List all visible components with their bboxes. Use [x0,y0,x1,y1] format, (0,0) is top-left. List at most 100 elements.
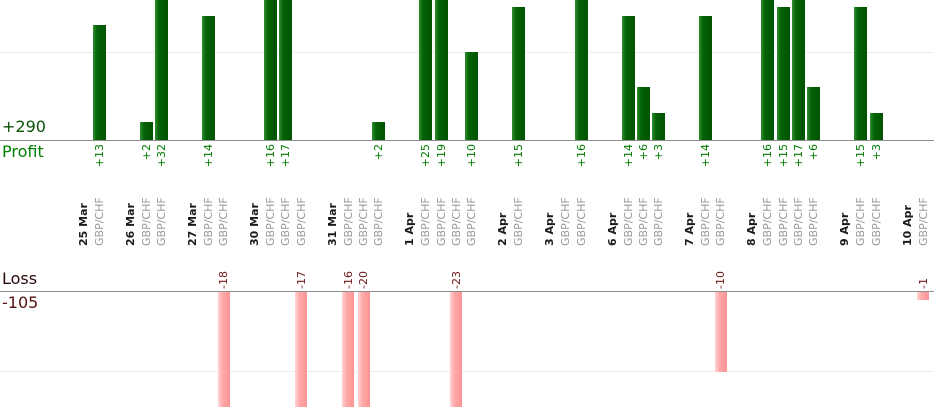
profit-value-label: +16 [264,144,278,168]
loss-baseline [0,291,934,292]
profit-bar [264,0,278,140]
loss-value-label: -23 [449,271,463,289]
date-label: 26 Mar [123,203,137,246]
loss-bar [714,292,727,372]
symbol-label: GBP/CHF [916,197,930,246]
loss-value-label: -20 [357,271,370,289]
symbol-label: GBP/CHF [869,197,883,246]
profit-bar [419,0,433,140]
symbol-label: GBP/CHF [372,197,386,246]
symbol-label: GBP/CHF [92,197,106,246]
symbol-label: GBP/CHF [854,197,868,246]
symbol-label: GBP/CHF [512,197,526,246]
loss-bar [295,292,308,407]
profit-value-label: +14 [201,144,215,168]
profit-value-label: +14 [621,144,635,168]
date-label: 6 Apr [605,212,619,246]
profit-bars-area [0,0,934,140]
profit-value-label: +16 [761,144,775,168]
loss-total-label: -105 [2,293,39,312]
profit-value-label: +15 [512,144,526,168]
profit-bar [869,113,883,140]
profit-value-label: +2 [139,144,153,161]
profit-bar [574,0,588,140]
profit-total-label: +290 [2,117,46,136]
profit-bar [776,7,790,140]
date-label: 7 Apr [683,212,697,246]
loss-value-label: -10 [714,271,728,289]
date-label: 27 Mar [185,203,199,246]
symbol-label: GBP/CHF [279,197,293,246]
date-label: 31 Mar [325,203,339,246]
symbol-label: GBP/CHF [341,197,355,246]
date-label: 3 Apr [543,212,557,246]
profit-value-label: +13 [92,144,106,168]
profit-bar [154,0,168,140]
date-label: 8 Apr [745,212,759,246]
loss-bar [917,292,930,300]
date-label: 9 Apr [838,212,852,246]
symbol-label: GBP/CHF [776,197,790,246]
profit-value-label: +6 [807,144,821,161]
loss-bar [342,292,355,407]
profit-value-label: +15 [854,144,868,168]
date-label: 2 Apr [496,212,510,246]
profit-value-label: +3 [869,144,883,161]
profit-bar [139,122,153,140]
symbol-label: GBP/CHF [636,197,650,246]
profit-bar [201,16,215,140]
symbol-label: GBP/CHF [357,197,370,246]
symbol-label: GBP/CHF [434,197,448,246]
symbol-label: GBP/CHF [449,197,463,246]
symbol-label: GBP/CHF [574,197,588,246]
symbol-label: GBP/CHF [139,197,153,246]
profit-value-label: +10 [465,144,479,168]
profit-bar [621,16,635,140]
profit-value-label: +3 [652,144,666,161]
profit-bar [434,0,448,140]
date-label: 10 Apr [900,205,914,246]
profit-section-label: Profit [2,142,44,161]
profit-value-label: +2 [372,144,386,161]
profit-bar [652,113,666,140]
profit-value-label: +25 [419,144,433,168]
profit-baseline [0,140,934,141]
loss-value-label: -1 [916,278,930,289]
date-label: 25 Mar [76,203,90,246]
profit-bar [792,0,805,140]
symbol-label: GBP/CHF [217,197,231,246]
loss-section-label: Loss [2,269,38,288]
loss-bars-area [0,292,934,407]
loss-bar [357,292,370,407]
profit-bar [512,7,526,140]
symbol-label: GBP/CHF [559,197,573,246]
symbol-label: GBP/CHF [154,197,168,246]
symbol-label: GBP/CHF [652,197,666,246]
profit-value-label: +19 [434,144,448,168]
profit-value-label: +17 [792,144,805,168]
symbol-label: GBP/CHF [792,197,805,246]
symbol-label: GBP/CHF [264,197,278,246]
profit-bar [761,0,775,140]
symbol-label: GBP/CHF [761,197,775,246]
loss-value-label: -17 [294,271,308,289]
loss-value-label: -16 [341,271,355,289]
profit-bar [636,86,650,140]
date-label: 1 Apr [403,212,417,246]
profit-bar [92,24,106,140]
profit-bar [465,51,479,140]
profit-bar [372,122,386,140]
date-label: 30 Mar [248,203,262,246]
symbol-label: GBP/CHF [465,197,479,246]
symbol-label: GBP/CHF [294,197,308,246]
symbol-label: GBP/CHF [621,197,635,246]
symbol-label: GBP/CHF [201,197,215,246]
profit-bar [279,0,293,140]
profit-value-label: +15 [776,144,790,168]
profit-bar [699,16,713,140]
symbol-label: GBP/CHF [807,197,821,246]
profit-value-label: +6 [636,144,650,161]
profit-value-label: +16 [574,144,588,168]
profit-value-label: +14 [699,144,713,168]
symbol-label: GBP/CHF [714,197,728,246]
